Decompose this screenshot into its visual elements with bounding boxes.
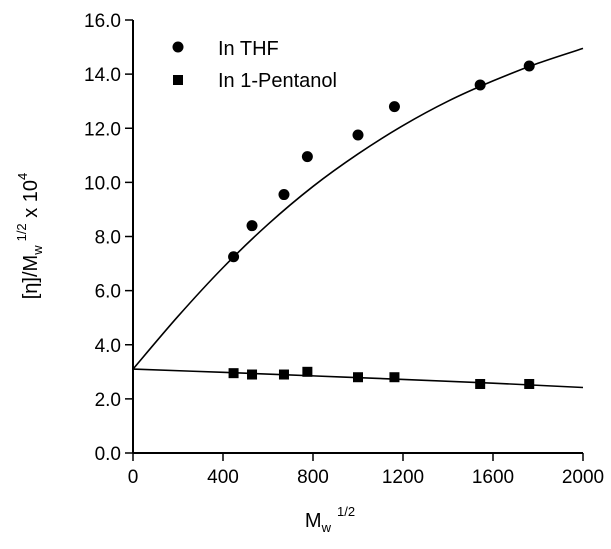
x-axis-title: Mw1/2: [305, 504, 355, 535]
data-point-thf: [523, 60, 535, 72]
x-tick-label: 1200: [382, 467, 424, 488]
y-tick-label: 12.0: [84, 119, 121, 140]
legend: In THF In 1-Pentanol: [172, 38, 337, 92]
data-point-thf: [352, 129, 364, 141]
legend-label-pentanol: In 1-Pentanol: [218, 70, 337, 92]
data-point-pentanol: [353, 372, 363, 383]
x-tick-label: 800: [297, 467, 329, 488]
plot-marks: [132, 47, 584, 389]
axis-ticks: 0 400 800 1200 1600 2000 0.0 2.0 4.0 6.0 8.0 10.0 12…: [84, 11, 604, 488]
y-axis-title: [η]/Mw1/2 x 104: [14, 173, 45, 300]
x-tick-label: 0: [128, 467, 139, 488]
data-point-thf: [301, 151, 313, 163]
x-tick-label: 1600: [472, 467, 514, 488]
x-tick-label: 400: [207, 467, 239, 488]
legend-marker-thf: [172, 41, 184, 53]
y-tick-label: 4.0: [95, 336, 121, 357]
y-tick-label: 2.0: [95, 390, 121, 411]
data-point-pentanol: [302, 366, 313, 377]
data-point-thf: [474, 79, 486, 91]
legend-marker-pentanol: [173, 75, 183, 85]
data-point-thf: [246, 220, 258, 232]
data-point-pentanol: [247, 369, 258, 380]
x-tick-label: 2000: [562, 467, 604, 488]
fit-line-series-0: [132, 47, 584, 370]
data-point-thf: [228, 251, 240, 263]
y-tick-label: 6.0: [95, 282, 121, 303]
y-tick-label: 0.0: [95, 444, 121, 465]
y-tick-label: 14.0: [84, 65, 121, 86]
data-point-pentanol: [524, 378, 535, 389]
data-point-thf: [278, 189, 290, 201]
y-tick-label: 10.0: [84, 173, 121, 194]
y-tick-label: 8.0: [95, 228, 121, 249]
data-point-pentanol: [475, 378, 486, 389]
data-point-pentanol: [278, 369, 289, 380]
data-point-pentanol: [389, 372, 400, 383]
y-tick-label: 16.0: [84, 11, 121, 32]
legend-label-thf: In THF: [218, 38, 279, 60]
data-point-pentanol: [228, 368, 239, 379]
data-point-thf: [388, 101, 400, 113]
